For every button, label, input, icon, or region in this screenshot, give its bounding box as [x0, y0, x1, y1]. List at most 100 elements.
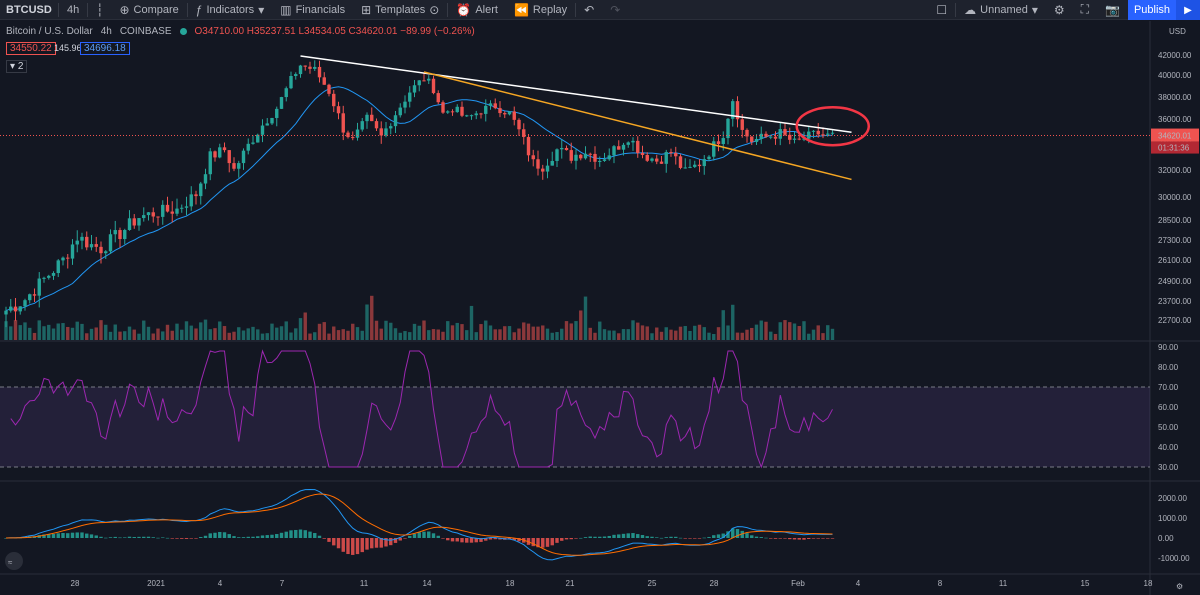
- candle-body: [740, 119, 744, 130]
- macd-histogram-bar: [612, 534, 616, 538]
- candle-body: [355, 129, 360, 138]
- layout-selector[interactable]: ☁ Unnamed ▾: [956, 0, 1046, 20]
- resistance-trendline[interactable]: [300, 55, 852, 133]
- time-axis-label: 18: [1144, 579, 1153, 588]
- macd-histogram-bar: [788, 538, 792, 540]
- candle-body: [460, 106, 464, 116]
- chart-style-button[interactable]: ┆: [88, 0, 111, 20]
- candle-body: [493, 103, 497, 109]
- volume-bar: [636, 322, 640, 340]
- macd-histogram-bar: [132, 536, 136, 538]
- play-button[interactable]: ▶: [1176, 0, 1200, 20]
- volume-bar: [612, 330, 616, 340]
- volume-bar: [555, 332, 559, 340]
- macd-histogram-bar: [569, 538, 573, 540]
- symbol-search[interactable]: BTCUSD: [6, 3, 52, 16]
- financials-button[interactable]: ▥ Financials: [272, 0, 353, 20]
- candle-body: [716, 141, 721, 145]
- volume-bar: [137, 333, 141, 340]
- chart-canvas[interactable]: USD42000.0040000.0038000.0036000.0034000…: [0, 21, 1200, 595]
- publish-button[interactable]: Publish: [1128, 0, 1176, 20]
- volume-bar: [199, 322, 203, 340]
- candle-body: [4, 310, 8, 315]
- macd-histogram-bar: [655, 537, 659, 538]
- candle-body: [683, 167, 687, 169]
- candle-body: [498, 108, 502, 114]
- templates-button[interactable]: ⊞ Templates ⊙: [353, 0, 447, 20]
- support-trendline[interactable]: [423, 71, 852, 181]
- candle-body: [104, 251, 108, 254]
- undo-button[interactable]: ↶: [576, 0, 602, 20]
- macd-histogram-bar: [422, 531, 426, 538]
- volume-bar: [536, 326, 540, 340]
- macd-histogram-bar: [232, 536, 236, 538]
- rsi-axis-label: 40.00: [1158, 443, 1179, 452]
- redo-button[interactable]: ↷: [602, 0, 628, 20]
- indicators-button[interactable]: ƒ Indicators ▾: [188, 0, 272, 20]
- candle-body: [811, 130, 816, 132]
- volume-bar: [51, 328, 56, 340]
- volume-bar: [279, 326, 284, 340]
- interval-selector[interactable]: 4h: [67, 3, 80, 16]
- volume-bar: [355, 327, 360, 340]
- navigation-button[interactable]: [5, 552, 23, 570]
- candle-body: [769, 136, 773, 138]
- volume-bar: [645, 326, 649, 340]
- macd-histogram-bar: [683, 538, 687, 539]
- indicator-toggle[interactable]: ▾ 2: [6, 60, 28, 73]
- current-price-tag: [1151, 128, 1199, 142]
- candle-body: [194, 194, 198, 197]
- candle-body: [132, 218, 136, 226]
- macd-histogram-bar: [256, 536, 260, 538]
- macd-histogram-bar: [631, 533, 635, 538]
- macd-histogram-bar: [474, 538, 478, 543]
- volume-bar: [773, 333, 778, 340]
- fullscreen-toggle[interactable]: ☐: [928, 0, 955, 20]
- compare-button[interactable]: ⊕ Compare: [111, 0, 186, 20]
- ask-price-button[interactable]: 34696.18: [80, 42, 130, 55]
- volume-bar: [393, 328, 398, 340]
- price-axis-label: 36000.00: [1158, 115, 1192, 124]
- bid-price-button[interactable]: 34550.22: [6, 42, 56, 55]
- macd-histogram-bar: [180, 538, 184, 539]
- highlight-ellipse[interactable]: [795, 105, 870, 147]
- volume-bar: [469, 305, 474, 340]
- volume-bar: [61, 323, 65, 340]
- time-axis-label: 25: [648, 579, 657, 588]
- macd-histogram-bar: [488, 538, 493, 540]
- time-axis-label: 11: [999, 579, 1008, 588]
- volume-bar: [569, 323, 573, 340]
- macd-histogram-bar: [484, 538, 488, 541]
- macd-histogram-bar: [213, 532, 217, 538]
- macd-histogram-bar: [89, 534, 94, 538]
- time-axis-label: Feb: [791, 579, 805, 588]
- candle-body: [265, 123, 269, 126]
- macd-histogram-bar: [389, 538, 393, 546]
- volume-bar: [94, 327, 98, 340]
- macd-axis-label: 0.00: [1158, 534, 1174, 543]
- volume-bar: [227, 332, 231, 340]
- fullscreen-button[interactable]: ⛶: [1073, 0, 1097, 20]
- replay-button[interactable]: ⏪ Replay: [506, 0, 575, 20]
- settings-gear-icon[interactable]: ⚙: [1176, 582, 1183, 591]
- macd-histogram-bar: [365, 538, 369, 550]
- snapshot-button[interactable]: 📷: [1097, 0, 1128, 20]
- macd-histogram-bar: [370, 538, 374, 549]
- candle-body: [712, 141, 716, 157]
- candle-body: [674, 153, 678, 157]
- volume-bar: [560, 328, 564, 340]
- volume-bar: [23, 322, 27, 340]
- settings-button[interactable]: ⚙: [1046, 0, 1073, 20]
- alert-button[interactable]: ⏰ Alert: [448, 0, 506, 20]
- macd-histogram-bar: [113, 536, 117, 538]
- candle-body: [156, 216, 160, 218]
- redo-icon: ↷: [610, 2, 621, 17]
- volume-bar: [336, 330, 341, 340]
- volume-bar: [617, 333, 621, 340]
- macd-histogram-bar: [70, 532, 75, 538]
- candle-body: [142, 215, 146, 219]
- top-toolbar: BTCUSD 4h ┆ ⊕ Compare ƒ Indicators ▾ ▥ Finan…: [0, 0, 1200, 20]
- macd-histogram-bar: [602, 536, 607, 538]
- candle-body: [593, 153, 597, 162]
- chart-legend: Bitcoin / U.S. Dollar 4h COINBASE O34710…: [6, 26, 475, 37]
